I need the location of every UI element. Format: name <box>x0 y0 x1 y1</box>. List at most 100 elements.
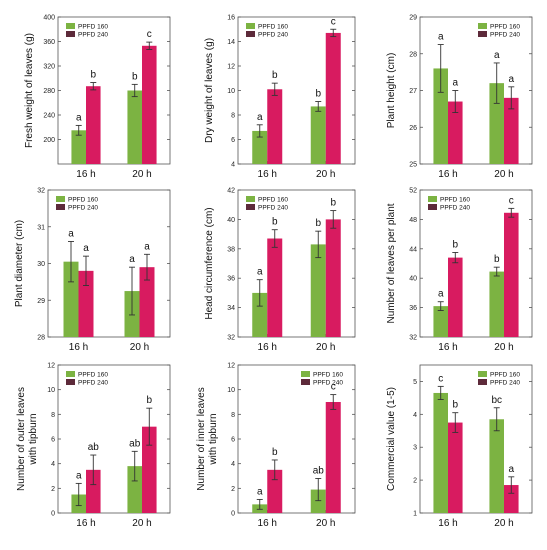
legend-swatch <box>301 379 310 385</box>
chart-panel: 0 2 4 6 8 10 12 Number of outer leaveswith tipb… <box>16 363 171 529</box>
legend-label: PPFD 240 <box>258 205 288 212</box>
plot-frame <box>237 189 356 338</box>
significance-letter: a <box>76 470 82 481</box>
significance-letter: b <box>330 198 336 209</box>
y-axis-label: Number of leaves per plant <box>386 203 397 323</box>
significance-letter: ab <box>88 442 100 453</box>
bar <box>504 212 519 337</box>
chart-panel: 25 26 27 28 29 Plant height (cm) 16 h a a 20 h a a P… <box>386 15 533 180</box>
y-tick-label: 12 <box>227 363 235 370</box>
significance-letter: a <box>68 228 74 239</box>
y-axis-label: Dry weight of leaves (g) <box>204 38 215 143</box>
x-tick-label: 20 h <box>132 169 151 180</box>
legend-label: PPFD 240 <box>490 32 520 39</box>
y-tick-label: 29 <box>409 15 417 22</box>
bar <box>489 419 504 513</box>
bar <box>86 469 101 513</box>
chart-panel: 1 2 3 4 5 Commercial value (1-5) 16 h c b 20 h bc a… <box>386 364 533 529</box>
y-tick-label: 27 <box>409 88 417 95</box>
y-tick-label: 42 <box>227 188 235 195</box>
y-tick-label: 12 <box>47 363 55 370</box>
y-tick-label: 10 <box>47 387 55 394</box>
chart-panel: 32 34 36 38 40 42 Head circumference (cm) 16 h a… <box>204 188 356 353</box>
plot-frame <box>419 364 533 514</box>
y-tick-label: 3 <box>413 445 417 452</box>
y-tick-label: 28 <box>409 51 417 58</box>
legend-swatch <box>478 23 487 29</box>
bar <box>310 106 326 164</box>
significance-letter: ab <box>313 465 325 476</box>
chart-panel: 0 2 4 6 8 10 12 Number of inner leaveswith tipb… <box>196 363 356 529</box>
legend-swatch <box>246 31 255 37</box>
x-tick-label: 20 h <box>494 518 513 529</box>
legend-label: PPFD 160 <box>68 197 98 204</box>
legend-swatch <box>66 31 75 37</box>
significance-letter: a <box>438 32 444 43</box>
y-tick-label: 31 <box>37 224 45 231</box>
chart-panel: 32 36 40 44 48 52 Number of leaves per plant 16… <box>386 188 533 353</box>
bar <box>504 97 519 164</box>
x-tick-label: 16 h <box>438 518 457 529</box>
x-tick-label: 16 h <box>258 342 277 353</box>
y-axis-label: Number of inner leaveswith tipburn <box>196 387 219 490</box>
significance-letter: c <box>331 382 336 393</box>
significance-letter: a <box>76 112 82 123</box>
bar <box>142 45 157 164</box>
bar <box>310 489 326 513</box>
y-tick-label: 8 <box>231 412 235 419</box>
x-tick-label: 20 h <box>316 342 335 353</box>
y-tick-label: 280 <box>43 88 55 95</box>
chart-panel: 4 6 8 10 12 14 16 Dry weight of leaves (g) 16 h a… <box>204 15 356 180</box>
significance-letter: b <box>272 70 278 81</box>
y-tick-label: 0 <box>51 511 55 518</box>
legend-swatch <box>428 204 437 210</box>
legend-swatch <box>478 31 487 37</box>
x-tick-label: 20 h <box>316 169 335 180</box>
significance-letter: c <box>147 29 152 40</box>
significance-letter: a <box>83 243 89 254</box>
bar <box>489 83 504 164</box>
legend-label: PPFD 160 <box>440 197 470 204</box>
y-tick-label: 34 <box>227 305 235 312</box>
significance-letter: b <box>315 89 321 100</box>
y-tick-label: 4 <box>413 412 417 419</box>
y-tick-label: 0 <box>231 511 235 518</box>
y-tick-label: 25 <box>409 162 417 169</box>
x-tick-label: 20 h <box>132 518 151 529</box>
y-tick-label: 320 <box>43 64 55 71</box>
bar <box>71 130 86 164</box>
legend-label: PPFD 160 <box>258 197 288 204</box>
y-axis-label-line: Number of inner leaves <box>196 387 207 490</box>
legend-swatch <box>66 23 75 29</box>
x-tick-label: 16 h <box>69 342 88 353</box>
x-tick-label: 20 h <box>494 169 513 180</box>
y-tick-label: 14 <box>227 39 235 46</box>
x-tick-label: 16 h <box>258 518 277 529</box>
plot-frame <box>419 189 533 338</box>
bar <box>86 86 101 164</box>
y-tick-label: 1 <box>413 511 417 518</box>
y-axis-label: Head circumference (cm) <box>204 207 215 319</box>
significance-letter: c <box>438 373 443 384</box>
legend-swatch <box>66 379 75 385</box>
y-tick-label: 28 <box>37 335 45 342</box>
y-tick-label: 40 <box>227 217 235 224</box>
y-tick-label: 2 <box>51 486 55 493</box>
y-tick-label: 6 <box>231 137 235 144</box>
bar <box>78 270 94 337</box>
bar <box>448 422 463 513</box>
y-tick-label: 2 <box>231 486 235 493</box>
legend-swatch <box>56 204 65 210</box>
y-tick-label: 40 <box>409 276 417 283</box>
significance-letter: a <box>257 486 263 497</box>
bar <box>489 271 504 337</box>
y-axis-label-line: with tipburn <box>208 413 219 465</box>
bar <box>433 392 448 513</box>
bar <box>504 485 519 513</box>
bar <box>433 306 448 337</box>
legend-label: PPFD 160 <box>78 24 108 31</box>
legend-label: PPFD 240 <box>313 380 343 387</box>
y-tick-label: 8 <box>51 412 55 419</box>
y-tick-label: 36 <box>409 305 417 312</box>
